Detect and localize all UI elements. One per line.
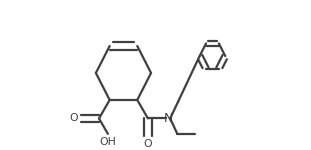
Text: O: O: [69, 113, 78, 123]
Text: O: O: [144, 140, 152, 149]
Text: N: N: [163, 112, 173, 125]
Text: OH: OH: [100, 137, 116, 147]
